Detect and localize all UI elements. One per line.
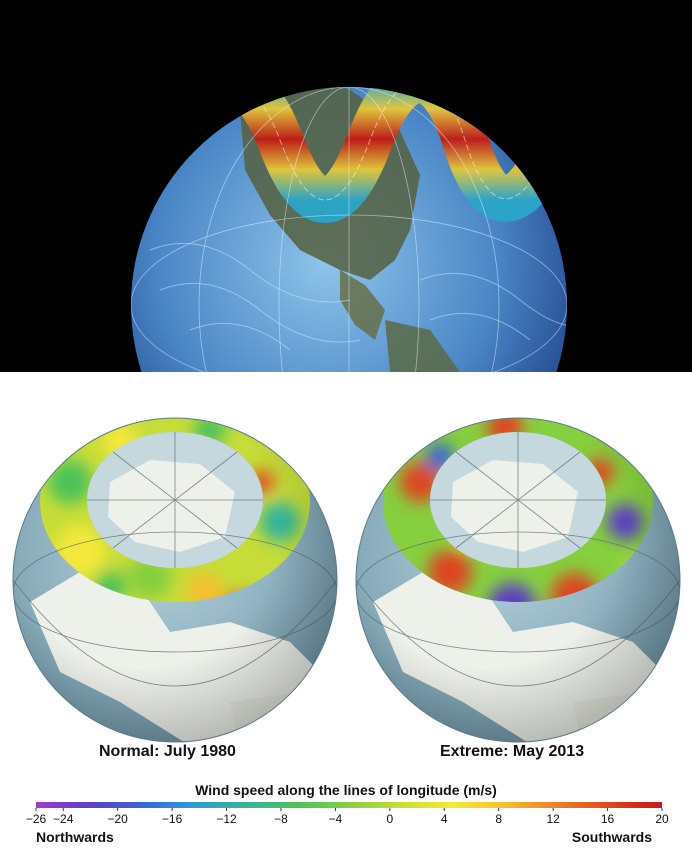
comparison-panel (0, 372, 692, 849)
colorbar-tick-label: 8 (495, 812, 502, 826)
caption-normal: Normal: July 1980 (99, 743, 236, 760)
colorbar-title: Wind speed along the lines of longitude … (195, 782, 497, 798)
southwards-label: Southwards (571, 829, 652, 845)
colorbar: −26 −24 −20 −16 −12 −8 −4 0 4 8 12 16 20 (26, 802, 669, 826)
colorbar-tick-label: 12 (546, 812, 560, 826)
colorbar-tick-label: 0 (386, 812, 393, 826)
jet-stream-globe-image (0, 0, 692, 372)
colorbar-gradient (36, 802, 662, 808)
earth-globe (131, 87, 567, 372)
globe-extreme-may-2013 (355, 417, 681, 743)
colorbar-tick-label: −20 (107, 812, 128, 826)
colorbar-tick-label: −4 (329, 812, 343, 826)
caption-extreme: Extreme: May 2013 (440, 743, 585, 760)
colorbar-tick-label: −24 (53, 812, 74, 826)
globe-normal-july-1980 (12, 417, 338, 743)
colorbar-tick-label: −26 (26, 812, 47, 826)
northwards-label: Northwards (36, 829, 114, 845)
colorbar-tick-label: 16 (601, 812, 615, 826)
colorbar-tick-label: −8 (274, 812, 288, 826)
colorbar-tick-label: 20 (655, 812, 669, 826)
colorbar-tick-label: 4 (441, 812, 448, 826)
colorbar-tick-label: −16 (162, 812, 183, 826)
colorbar-tick-label: −12 (216, 812, 237, 826)
